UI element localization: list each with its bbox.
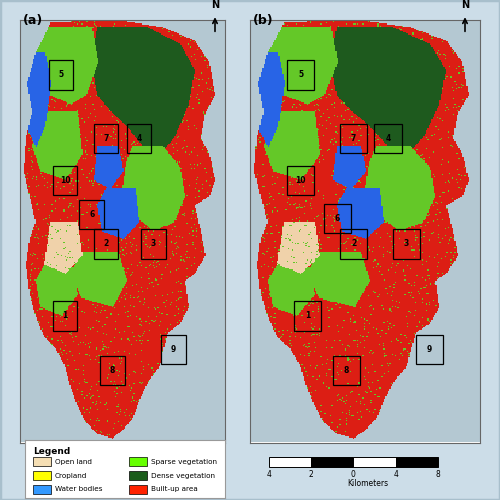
Text: 1: 1 xyxy=(62,311,68,320)
Text: N: N xyxy=(211,0,219,10)
Bar xyxy=(141,229,166,258)
Text: (b): (b) xyxy=(252,14,273,27)
Bar xyxy=(287,60,314,90)
Bar xyxy=(100,356,124,386)
Text: 3: 3 xyxy=(150,240,156,248)
Text: 6: 6 xyxy=(335,214,340,223)
Text: Sparse vegetation: Sparse vegetation xyxy=(151,459,217,465)
Bar xyxy=(53,301,78,330)
Bar xyxy=(53,166,78,196)
Bar xyxy=(374,124,402,153)
Text: Legend: Legend xyxy=(33,447,70,456)
Bar xyxy=(129,485,147,494)
Text: 10: 10 xyxy=(296,176,306,185)
Bar xyxy=(311,456,354,466)
Text: 8: 8 xyxy=(344,366,350,375)
Text: Water bodies: Water bodies xyxy=(55,486,102,492)
Text: 8: 8 xyxy=(436,470,440,479)
Text: 8: 8 xyxy=(110,366,115,375)
Bar xyxy=(94,229,118,258)
Text: 4: 4 xyxy=(266,470,271,479)
Bar xyxy=(48,60,74,90)
Bar xyxy=(162,335,186,364)
Text: Open land: Open land xyxy=(55,459,92,465)
Text: 2: 2 xyxy=(308,470,314,479)
Text: 4: 4 xyxy=(136,134,141,143)
Text: 9: 9 xyxy=(171,345,176,354)
Bar xyxy=(94,124,118,153)
Bar xyxy=(33,485,51,494)
Bar xyxy=(294,301,322,330)
Bar xyxy=(126,124,151,153)
Text: 6: 6 xyxy=(89,210,94,219)
Text: Cropland: Cropland xyxy=(55,472,88,478)
Text: Dense vegetation: Dense vegetation xyxy=(151,472,215,478)
Text: 10: 10 xyxy=(60,176,70,185)
Text: N: N xyxy=(461,0,469,10)
Text: 4: 4 xyxy=(394,470,398,479)
Text: 5: 5 xyxy=(58,70,64,80)
Text: 5: 5 xyxy=(298,70,303,80)
Text: Built-up area: Built-up area xyxy=(151,486,198,492)
Bar xyxy=(129,471,147,480)
Bar xyxy=(287,166,314,196)
Bar xyxy=(333,356,360,386)
Bar xyxy=(392,229,420,258)
Bar xyxy=(33,471,51,480)
Bar xyxy=(416,335,443,364)
Text: 0: 0 xyxy=(351,470,356,479)
Text: Kilometers: Kilometers xyxy=(347,479,388,488)
Bar xyxy=(129,457,147,466)
Bar xyxy=(269,456,311,466)
Text: 9: 9 xyxy=(427,345,432,354)
Bar xyxy=(324,204,351,234)
Bar xyxy=(354,456,396,466)
Text: 3: 3 xyxy=(404,240,409,248)
Bar xyxy=(340,229,367,258)
Bar xyxy=(33,457,51,466)
Bar xyxy=(80,200,104,229)
Text: (a): (a) xyxy=(22,14,43,27)
Bar xyxy=(396,456,438,466)
Text: 1: 1 xyxy=(305,311,310,320)
Text: 7: 7 xyxy=(351,134,356,143)
Text: 2: 2 xyxy=(351,240,356,248)
Text: 2: 2 xyxy=(104,240,108,248)
Text: 4: 4 xyxy=(386,134,390,143)
Text: 7: 7 xyxy=(104,134,109,143)
Bar xyxy=(340,124,367,153)
